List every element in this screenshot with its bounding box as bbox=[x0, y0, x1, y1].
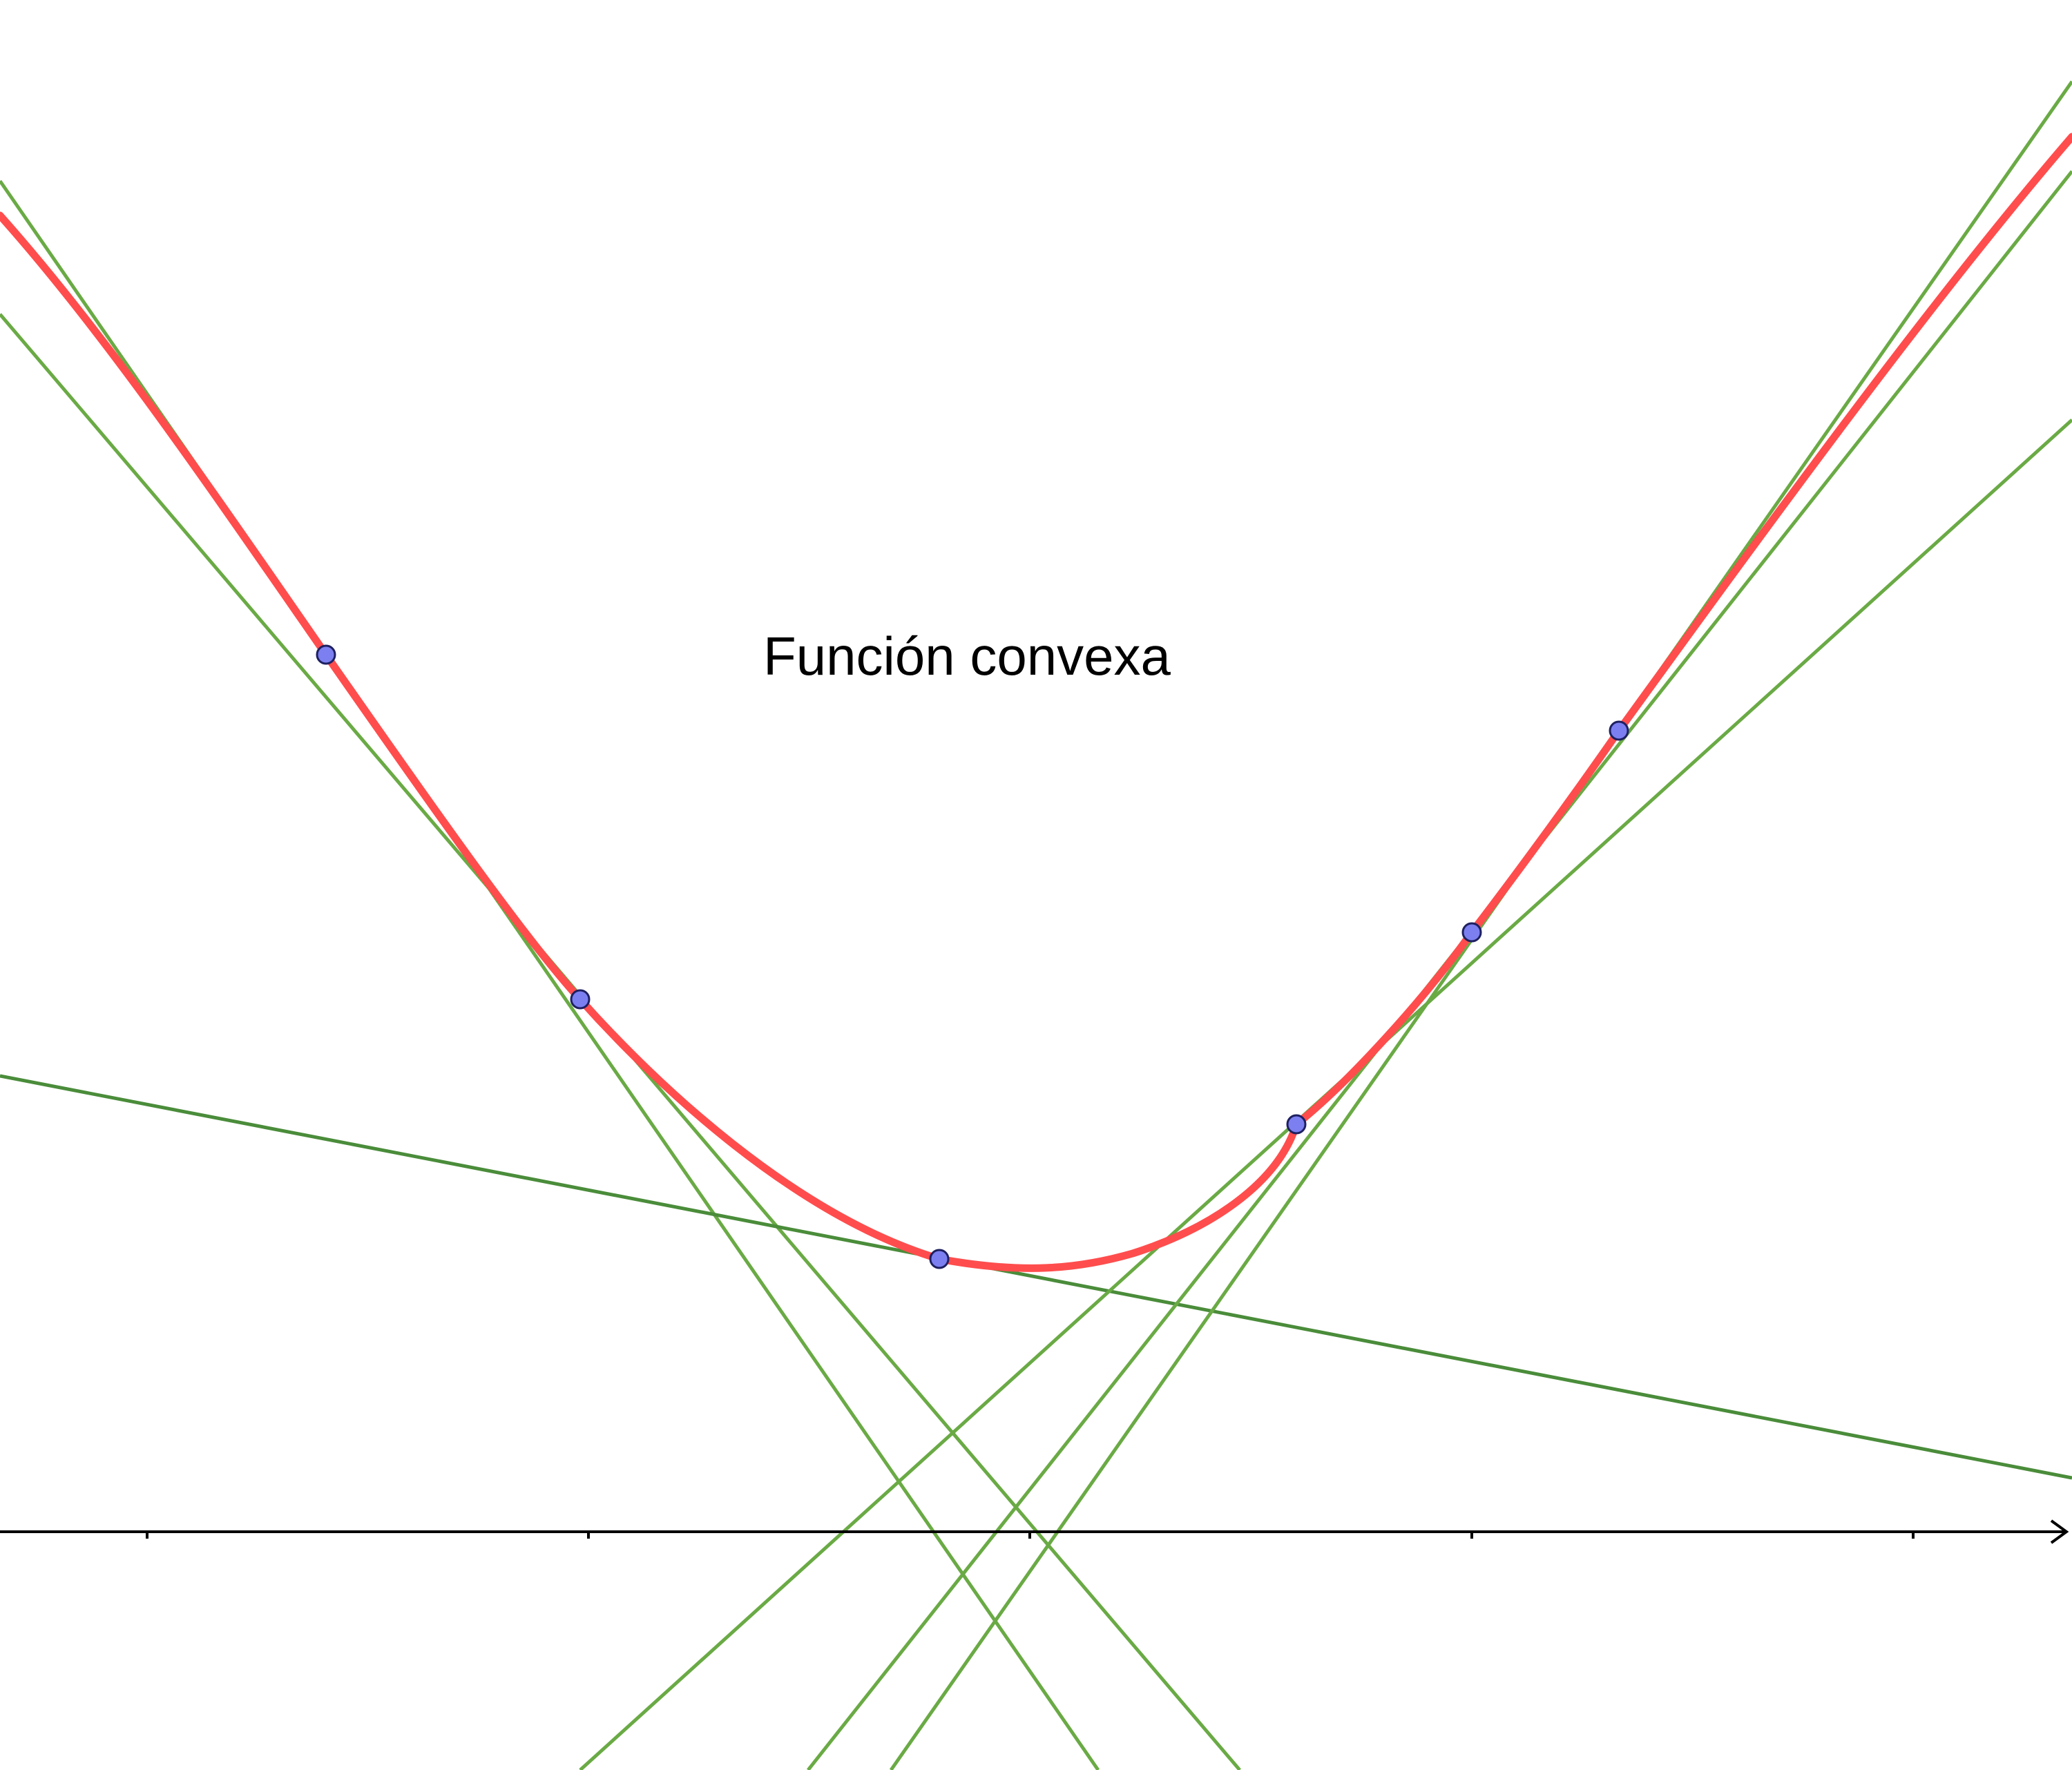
tangent-point-p5 bbox=[1461, 922, 1482, 943]
x-axis bbox=[0, 1519, 2069, 1544]
x-axis-arrow-icon bbox=[2050, 1519, 2069, 1544]
tangent-point-p2 bbox=[570, 989, 591, 1010]
diagram-title: Función convexa bbox=[763, 626, 1171, 686]
tangent-point-p4 bbox=[1286, 1114, 1307, 1135]
tangent-lines bbox=[0, 80, 2072, 1770]
tangent-point-p3 bbox=[929, 1249, 950, 1269]
tangent-points bbox=[316, 644, 1629, 1269]
tangent-point-p1 bbox=[316, 644, 336, 665]
tangent-point-p6 bbox=[1609, 720, 1629, 741]
tangent-line-3 bbox=[0, 1074, 2072, 1480]
